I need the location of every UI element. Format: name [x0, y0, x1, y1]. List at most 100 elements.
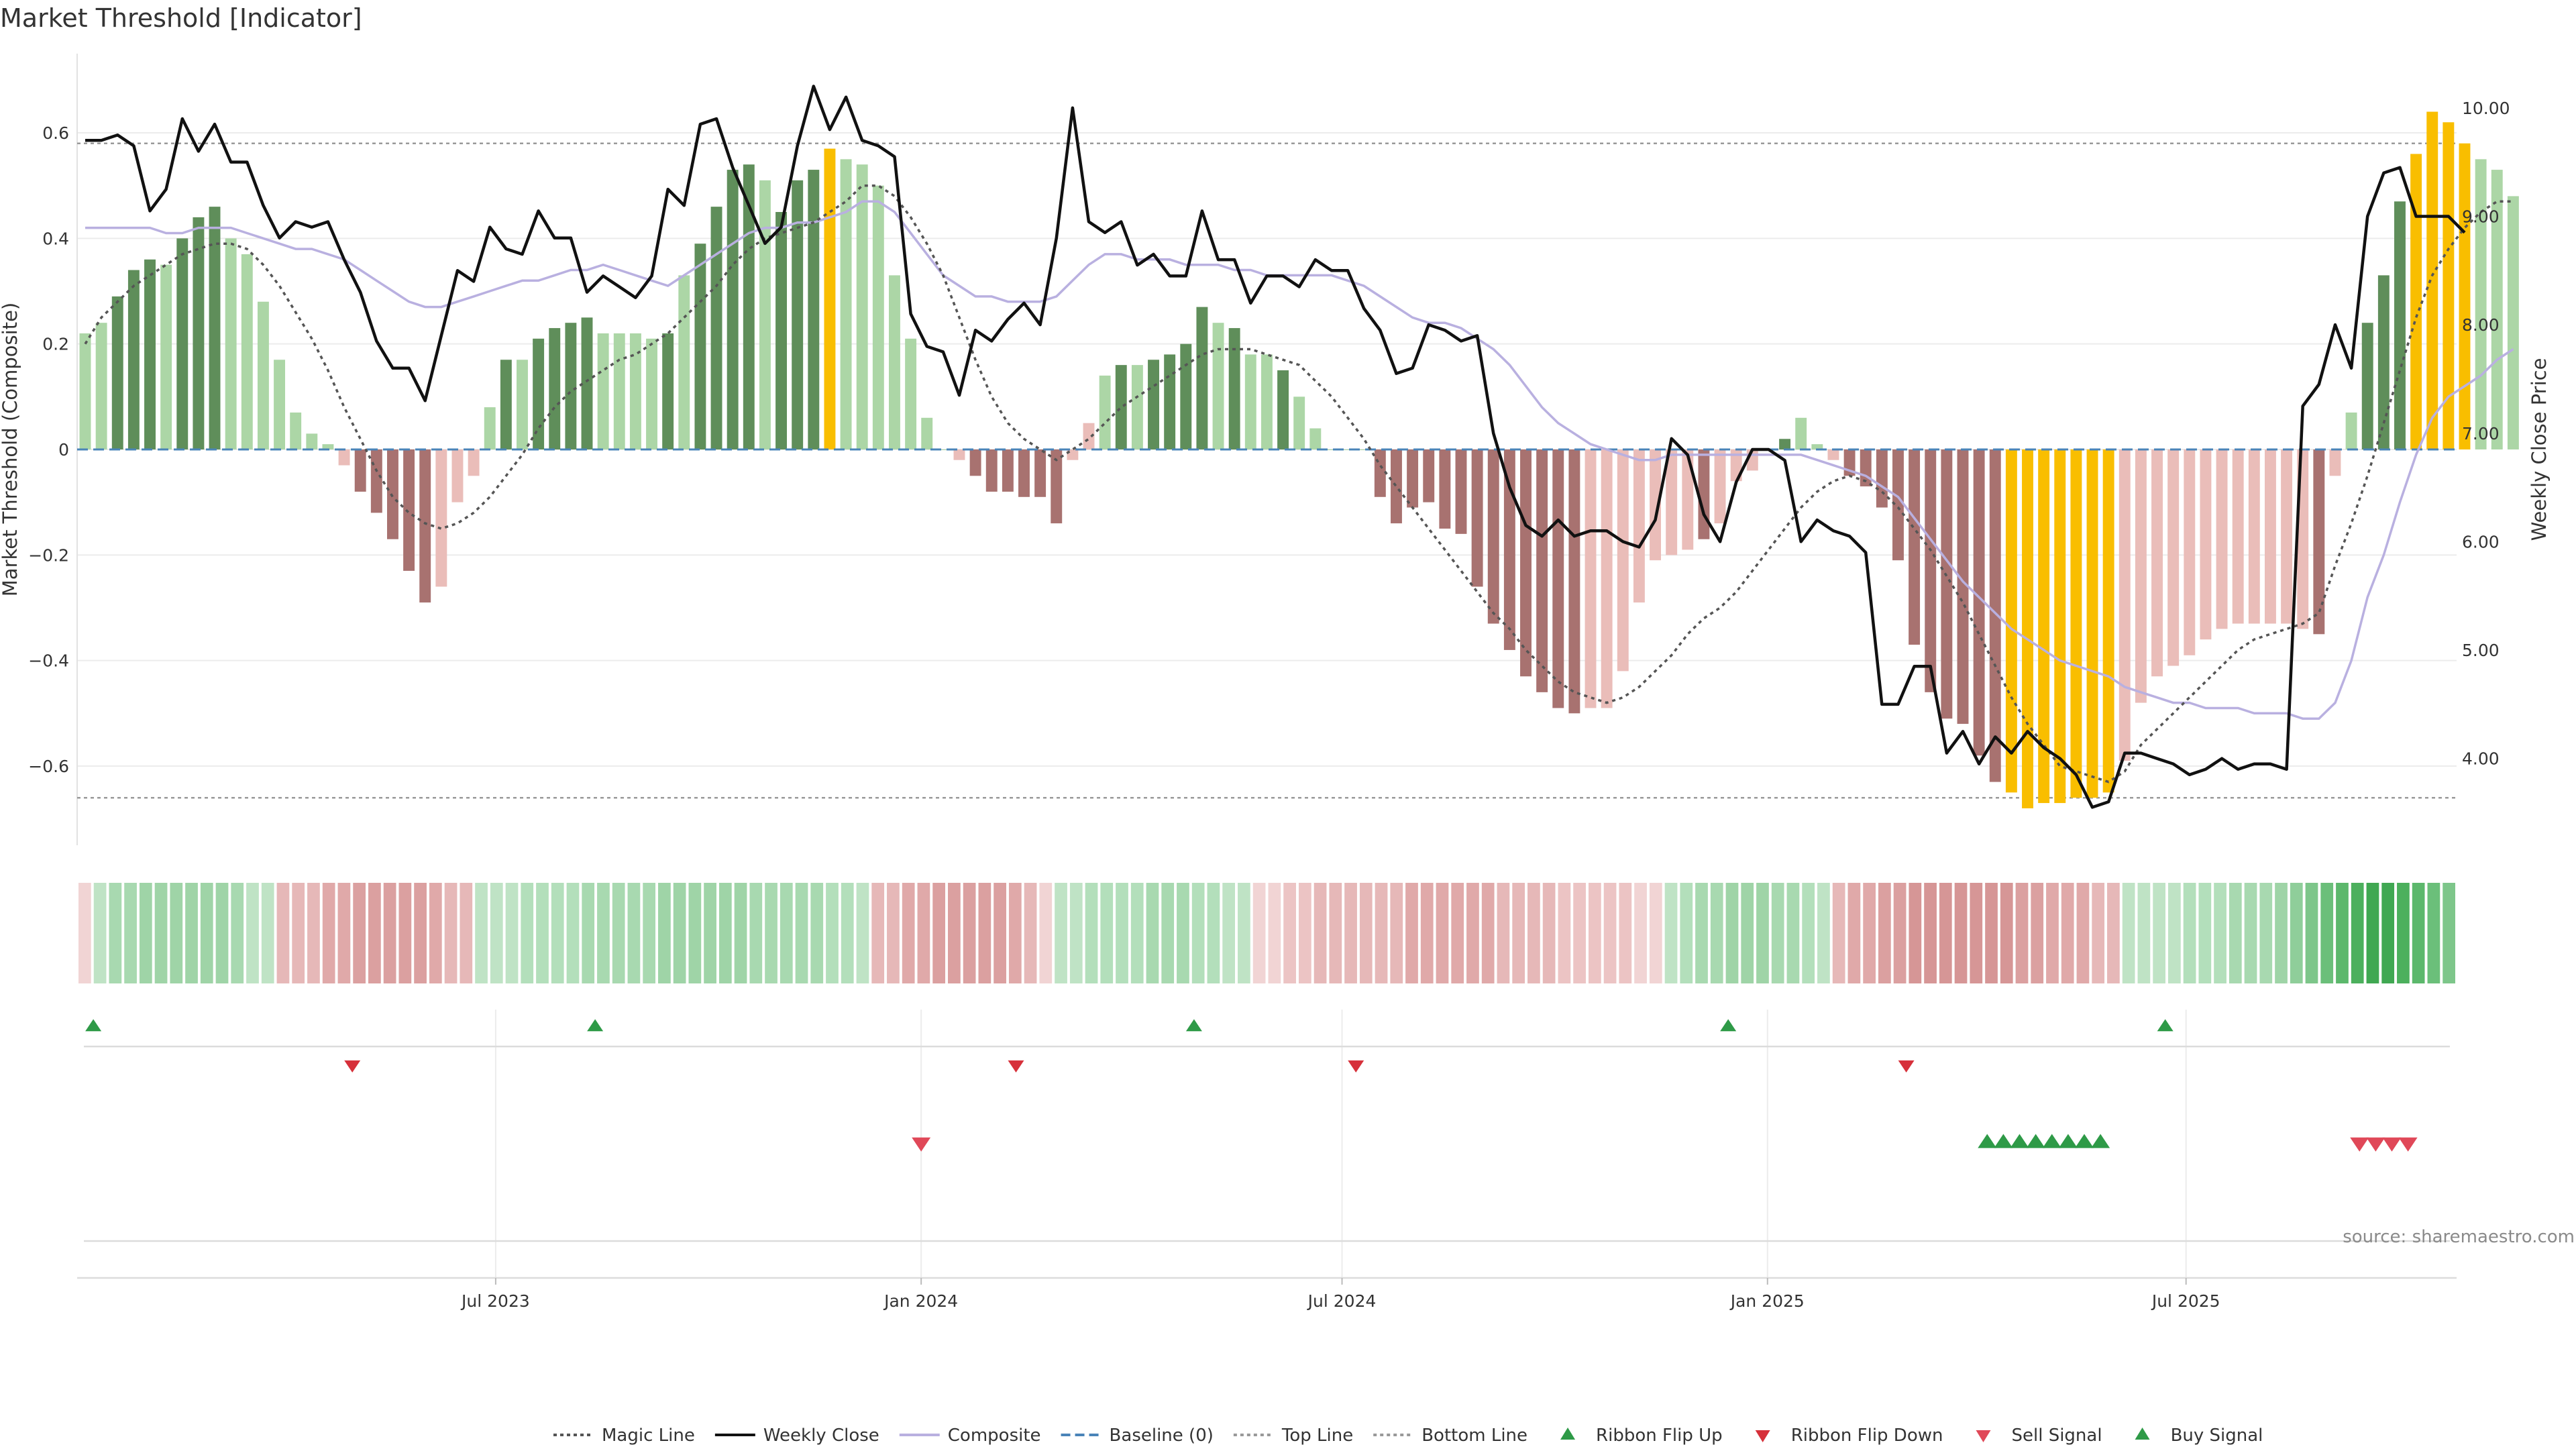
- legend-swatch-7: [1755, 1430, 1770, 1442]
- ribbon-cell-13: [276, 883, 290, 983]
- legend-item-4: Top Line: [1233, 1426, 1353, 1446]
- ribbon-cell-7: [185, 883, 198, 983]
- ribbon-cell-72: [1177, 883, 1189, 983]
- composite-bar-0: [79, 333, 91, 449]
- ribbon-cell-70: [1146, 883, 1159, 983]
- left-tick-0: −0.6: [28, 757, 69, 776]
- ribbon-cell-49: [826, 883, 839, 983]
- ribbon-cell-59: [978, 883, 991, 983]
- signal-panels-grid: [77, 1010, 2457, 1279]
- composite-bar-40: [727, 170, 739, 450]
- composite-bar-94: [1601, 449, 1613, 708]
- composite-bar-119: [2005, 449, 2017, 793]
- buy-signal-4: [2042, 1134, 2061, 1148]
- ribbon-cell-11: [246, 883, 259, 983]
- ribbon-cell-25: [460, 883, 473, 983]
- ribbon-flip-down-2: [1348, 1060, 1364, 1073]
- composite-bar-145: [2426, 111, 2438, 450]
- ribbon-cell-154: [2427, 883, 2440, 983]
- ribbon-cell-94: [1512, 883, 1525, 983]
- composite-bar-116: [1957, 449, 1969, 724]
- x-tick-0: Jul 2023: [460, 1291, 530, 1311]
- sell-signal-3: [2382, 1137, 2402, 1152]
- left-tick-3: 0: [58, 440, 69, 460]
- composite-bar-66: [1148, 360, 1159, 449]
- composite-bar-63: [1099, 375, 1111, 449]
- ribbon-cell-46: [780, 883, 793, 983]
- composite-bar-81: [1391, 449, 1402, 524]
- composite-bar-123: [2070, 449, 2082, 798]
- composite-bar-113: [1909, 449, 1921, 645]
- left-tick-4: 0.2: [42, 335, 69, 354]
- composite-bar-141: [2361, 323, 2373, 449]
- ribbon-flip-up-3: [1720, 1019, 1737, 1032]
- composite-bar-89: [1520, 449, 1532, 677]
- composite-bar-57: [1002, 449, 1014, 492]
- right-tick-2: 6.00: [2462, 532, 2500, 551]
- ribbon-cell-23: [429, 883, 442, 983]
- reference-lines: [77, 142, 2457, 799]
- composite-bar-96: [1633, 449, 1645, 603]
- composite-bar-78: [1342, 449, 1354, 450]
- ribbon-cell-36: [627, 883, 641, 983]
- composite-bar-36: [662, 333, 674, 449]
- sell-signal-2: [2366, 1137, 2385, 1152]
- ribbon-cell-113: [1802, 883, 1815, 983]
- ribbon-cell-101: [1619, 883, 1632, 983]
- composite-bar-22: [435, 449, 447, 587]
- right-tick-4: 8.00: [2462, 315, 2500, 335]
- ribbon-cell-86: [1390, 883, 1403, 983]
- ribbon-cell-30: [536, 883, 549, 983]
- ribbon-cell-17: [337, 883, 351, 983]
- ribbon-flip-down-1: [1008, 1060, 1024, 1073]
- ribbon-cell-71: [1161, 883, 1175, 983]
- composite-bar-29: [549, 328, 561, 449]
- ribbon-flip-up-1: [587, 1019, 604, 1032]
- ribbon-cell-116: [1847, 883, 1861, 983]
- composite-bar-52: [921, 417, 933, 449]
- composite-bar-27: [517, 360, 528, 449]
- ribbon-cell-96: [1542, 883, 1556, 983]
- ribbon-cell-88: [1420, 883, 1434, 983]
- composite-bar-129: [2167, 449, 2180, 666]
- ribbon-cell-75: [1222, 883, 1236, 983]
- legend-swatch-8: [1976, 1430, 1991, 1442]
- ribbon-cell-33: [582, 883, 595, 983]
- composite-bar-135: [2264, 449, 2276, 624]
- ribbon-cell-152: [2397, 883, 2410, 983]
- composite-bar-10: [241, 254, 253, 449]
- legend: Magic Line Weekly Close Composite Baseline …: [553, 1426, 2263, 1446]
- composite-bar-87: [1487, 449, 1499, 624]
- ribbon-cell-4: [139, 883, 152, 983]
- ribbon-cell-148: [2336, 883, 2349, 983]
- right-axis-label: Weekly Close Price: [2528, 358, 2551, 541]
- composite-bar-13: [290, 412, 302, 449]
- ribbon-cell-98: [1573, 883, 1586, 983]
- ribbon-cell-107: [1710, 883, 1723, 983]
- composite-bar-125: [2102, 449, 2114, 793]
- x-tick-2: Jul 2024: [1307, 1291, 1377, 1311]
- composite-bar-26: [500, 360, 512, 449]
- legend-label-4: Top Line: [1281, 1426, 1353, 1446]
- composite-bar-43: [775, 212, 788, 449]
- ribbon-cell-90: [1451, 883, 1464, 983]
- composite-bar-5: [160, 264, 172, 449]
- composite-bar-38: [694, 244, 706, 449]
- composite-bar-16: [338, 449, 350, 466]
- ribbon-cell-5: [154, 883, 168, 983]
- composite-bar-97: [1650, 449, 1661, 561]
- composite-bar-65: [1131, 365, 1143, 449]
- ribbon-cell-60: [994, 883, 1006, 983]
- composite-bar-32: [597, 333, 609, 449]
- ribbon-cell-139: [2198, 883, 2212, 983]
- x-axis: Jul 2023 Jan 2024 Jul 2024 Jan 2025 Jul 2025: [460, 1278, 2220, 1311]
- ribbon-cell-109: [1741, 883, 1754, 983]
- composite-bar-147: [2459, 143, 2471, 449]
- composite-bar-45: [808, 170, 820, 450]
- ribbon-cell-131: [2076, 883, 2090, 983]
- composite-bar-122: [2054, 449, 2066, 804]
- composite-bar-101: [1714, 449, 1726, 524]
- ribbon-cell-126: [2000, 883, 2013, 983]
- composite-bar-46: [824, 148, 836, 449]
